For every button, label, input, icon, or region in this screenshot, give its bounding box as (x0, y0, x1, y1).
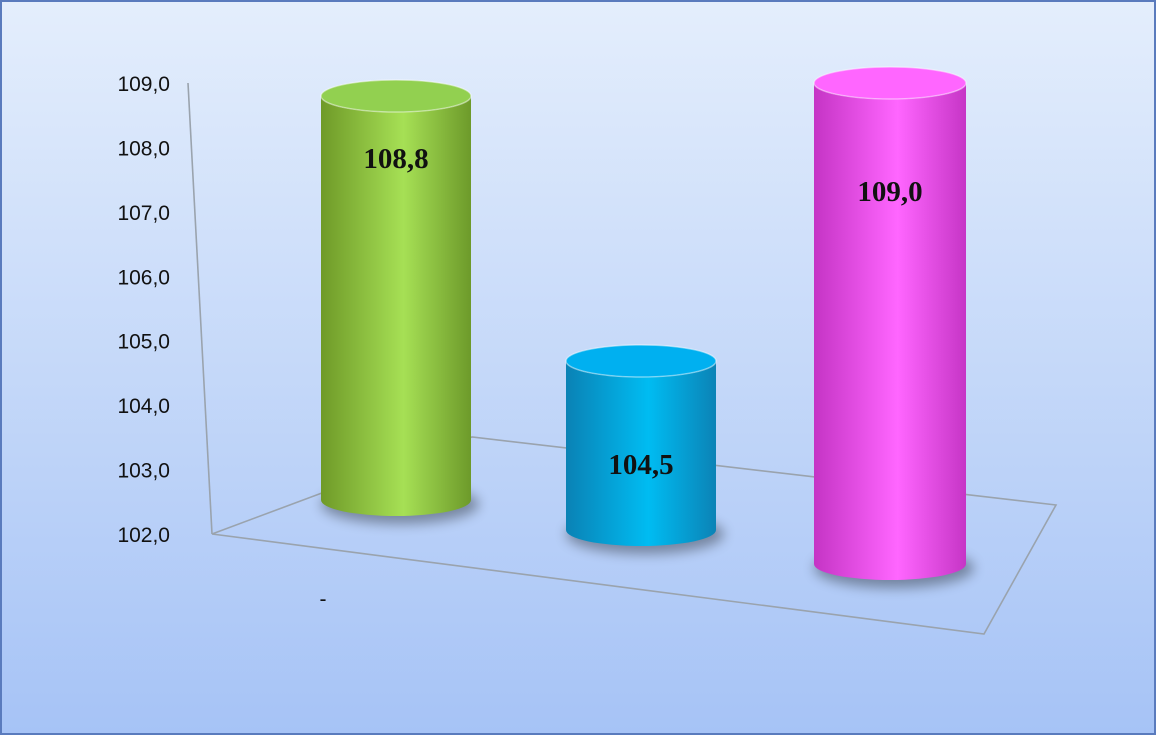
y-axis-line (187, 82, 213, 535)
bar-top (320, 79, 472, 113)
y-tick-label: 106,0 (117, 266, 170, 289)
y-tick-label: 109,0 (117, 73, 170, 96)
category-labels: - (320, 588, 327, 611)
category-label: - (320, 588, 327, 611)
bar-body (814, 83, 966, 580)
y-tick-label: 105,0 (117, 331, 170, 354)
bars: 108,8 104,5 109,0 (320, 66, 974, 588)
y-tick-label: 104,0 (117, 395, 170, 418)
y-tick-label: 108,0 (117, 137, 170, 160)
data-label: 108,8 (363, 143, 428, 175)
data-label: 109,0 (857, 176, 922, 208)
y-axis-ticks: 102,0 103,0 104,0 105,0 106,0 107,0 108,0 109,0 (117, 73, 170, 547)
y-tick-label: 107,0 (117, 202, 170, 225)
y-tick-label: 103,0 (117, 460, 170, 483)
bar-body (566, 361, 716, 546)
bar-cylinder: 104,5 (565, 344, 724, 554)
bar-body (321, 96, 471, 516)
bar-cylinder: 108,8 (320, 79, 479, 524)
bar-cylinder: 109,0 (813, 66, 974, 588)
bar-top (813, 66, 967, 100)
bar-top (565, 344, 717, 378)
data-label: 104,5 (608, 449, 673, 481)
y-tick-label: 102,0 (117, 524, 170, 547)
y-axis-line-segment (187, 82, 213, 535)
